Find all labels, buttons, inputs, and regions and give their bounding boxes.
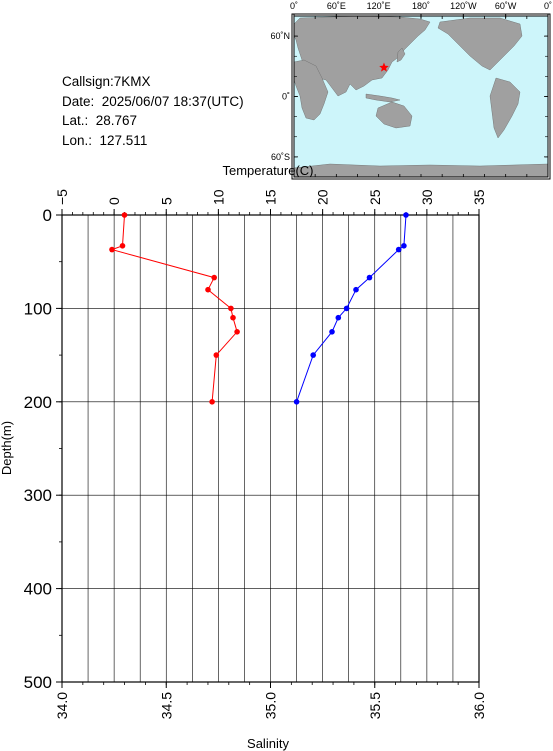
station-star-icon [379, 62, 389, 72]
longitude-text: Lon.: 127.511 [62, 132, 148, 148]
temperature-point [310, 352, 317, 358]
map-side-tick-label: 60˚N [270, 31, 290, 41]
chart-grid [61, 215, 480, 682]
salinity-point [211, 274, 217, 281]
salinity-tick-label: 34.0 [54, 692, 70, 719]
salinity-point [119, 243, 126, 249]
north-america-land [437, 17, 523, 71]
indonesia-land [365, 93, 401, 103]
temperature-point [335, 314, 342, 321]
temperature-point [395, 246, 402, 253]
temperature-point [403, 212, 409, 218]
salinity-axis-title: Salinity [247, 736, 289, 751]
map-top-tick-label: 60˚W [495, 1, 517, 11]
temperature-series [293, 212, 409, 405]
salinity-tick-label: 35.5 [367, 692, 383, 719]
map-side-tick-label: 0˚ [282, 92, 290, 102]
salinity-point [121, 212, 128, 218]
salinity-point [209, 399, 215, 405]
australia-land [375, 101, 413, 129]
salinity-point [228, 305, 234, 312]
depth-tick-label: 400 [24, 580, 52, 599]
japan-land [396, 47, 406, 63]
depth-tick-label: 500 [24, 673, 52, 692]
salinity-axis: 34.0 34.5 35.0 35.5 36.0 [54, 682, 487, 719]
south-america-land [489, 77, 521, 139]
temperature-point [366, 274, 373, 281]
world-map: 0˚ 60˚E 120˚E 180˚ 120˚W 60˚W 0˚ 60˚N 0˚ 60˚S [270, 1, 552, 180]
temperature-point [401, 243, 407, 249]
map-top-tick-label: 120˚E [367, 1, 391, 11]
salinity-point [230, 314, 236, 321]
salinity-tick-label: 34.5 [158, 692, 174, 719]
depth-tick-label: 0 [43, 206, 52, 225]
map-top-tick-label: 0˚ [544, 1, 552, 11]
temperature-point [353, 286, 359, 293]
station-info: Callsign:7KMX Date: 2025/06/07 18:37(UTC… [62, 72, 244, 150]
map-side-tick-labels: 60˚N 0˚ 60˚S [270, 15, 548, 178]
temperature-line [296, 214, 407, 402]
station-marker [379, 62, 389, 72]
plot-frame [61, 214, 480, 683]
callsign-text: Callsign:7KMX [62, 74, 151, 89]
depth-tick-label: 300 [24, 486, 52, 505]
map-top-tick-label: 120˚W [450, 1, 477, 11]
salinity-point [109, 246, 115, 253]
series-layer [109, 212, 409, 405]
depth-tick-label: 100 [24, 299, 52, 318]
temperature-point [343, 305, 350, 312]
salinity-line [110, 214, 238, 402]
depth-axis: 0 100 200 300 400 500 [24, 206, 62, 692]
map-land [293, 15, 549, 178]
map-top-tick-label: 60˚E [327, 1, 346, 11]
salinity-series [109, 212, 240, 405]
depth-axis-title: Depth(m) [0, 421, 14, 475]
temperature-point [329, 329, 335, 335]
salinity-tick-label: 35.0 [263, 692, 279, 719]
temperature-point [293, 399, 300, 405]
map-top-tick-label: 0˚ [290, 1, 298, 11]
salinity-point [213, 352, 220, 358]
depth-tick-label: 200 [24, 393, 52, 412]
map-side-tick-label: 60˚S [271, 152, 290, 162]
map-top-tick-label: 180˚ [412, 1, 430, 11]
latitude-text: Lat.: 28.767 [62, 113, 138, 128]
salinity-point [205, 286, 211, 293]
date-text: Date: 2025/06/07 18:37(UTC) [62, 93, 244, 109]
salinity-tick-label: 36.0 [471, 692, 487, 719]
map-top-tick-labels: 0˚ 60˚E 120˚E 180˚ 120˚W 60˚W 0˚ [290, 1, 552, 177]
salinity-point [234, 329, 240, 335]
africa-land [293, 59, 329, 121]
